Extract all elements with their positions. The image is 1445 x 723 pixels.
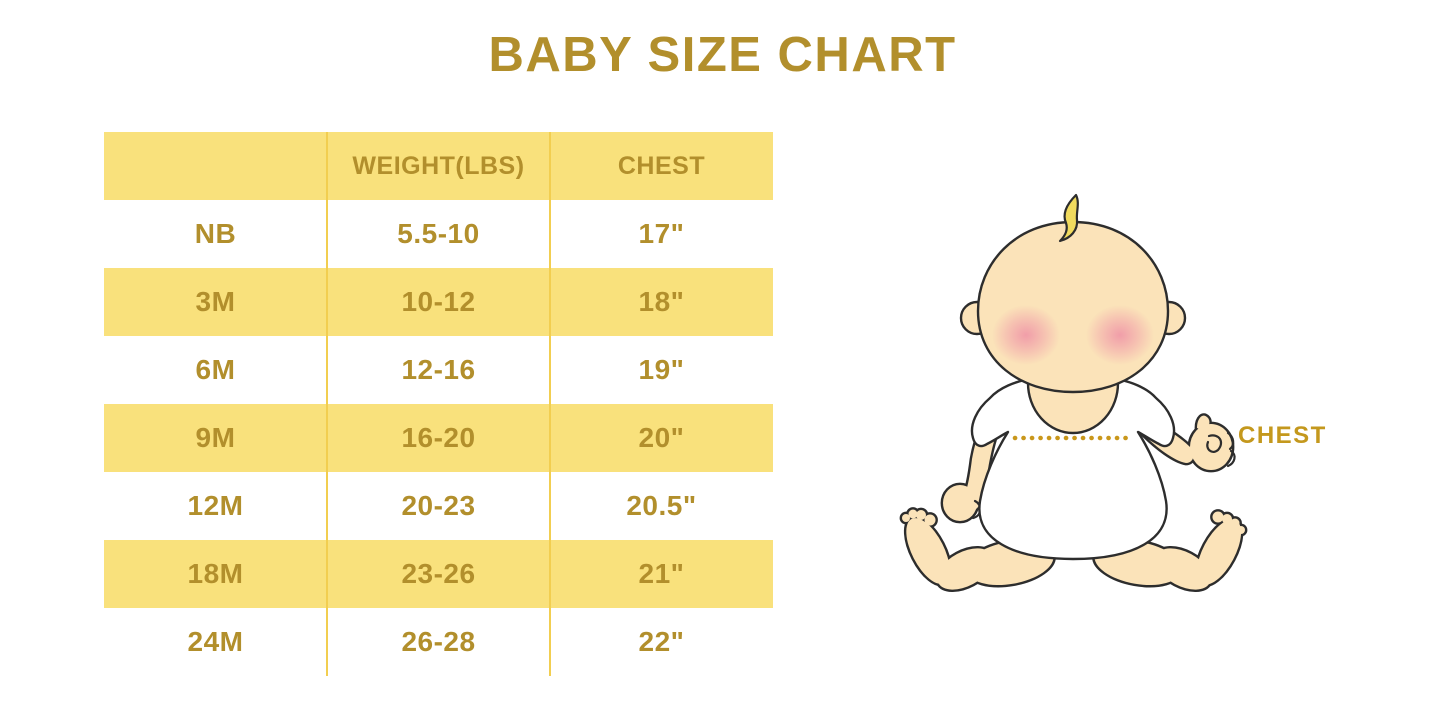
cell-chest: 19" — [638, 354, 685, 385]
cell-size: 18M — [187, 558, 244, 589]
column-separator — [326, 132, 328, 676]
baby-body — [970, 374, 1176, 561]
cell-weight: 5.5-10 — [397, 218, 480, 249]
table-row: NB 5.5-10 17" — [104, 200, 773, 268]
table-row: 18M 23-26 21" — [104, 540, 773, 608]
cell-weight: 16-20 — [401, 422, 476, 453]
chest-label: CHEST — [1238, 422, 1327, 449]
cell-weight: 10-12 — [401, 286, 476, 317]
table-row: 12M 20-23 20.5" — [104, 472, 773, 540]
table-row: 3M 10-12 18" — [104, 268, 773, 336]
size-chart-table: WEIGHT(LBS) CHEST NB 5.5-10 17" 3M 10-12… — [104, 132, 773, 676]
cell-chest: 20.5" — [626, 490, 697, 521]
baby-hair — [1058, 193, 1079, 243]
table-row: 6M 12-16 19" — [104, 336, 773, 404]
baby-right-arm — [1136, 415, 1236, 470]
cell-chest: 17" — [638, 218, 685, 249]
baby-illustration — [880, 185, 1250, 625]
cell-chest: 20" — [638, 422, 685, 453]
cell-chest: 21" — [638, 558, 685, 589]
baby-illustration-svg — [880, 193, 1250, 625]
header-cell-chest: CHEST — [617, 152, 706, 180]
table-header-row: WEIGHT(LBS) CHEST — [104, 132, 773, 200]
table-row: 9M 16-20 20" — [104, 404, 773, 472]
page-title: BABY SIZE CHART — [488, 28, 957, 82]
table-row: 24M 26-28 22" — [104, 608, 773, 676]
cell-chest: 18" — [638, 286, 685, 317]
cell-chest: 22" — [638, 626, 685, 657]
cell-weight: 23-26 — [401, 558, 476, 589]
cell-size: NB — [194, 218, 237, 249]
cell-size: 6M — [195, 354, 236, 385]
column-separator — [549, 132, 551, 676]
header-cell-weight: WEIGHT(LBS) — [352, 152, 525, 180]
header-cell-size — [104, 132, 327, 200]
cell-weight: 20-23 — [401, 490, 476, 521]
cell-size: 12M — [187, 490, 244, 521]
cell-weight: 26-28 — [401, 626, 476, 657]
cell-weight: 12-16 — [401, 354, 476, 385]
cell-size: 9M — [195, 422, 236, 453]
baby-head — [976, 220, 1170, 394]
cell-size: 3M — [195, 286, 236, 317]
baby-blush — [992, 305, 1154, 365]
cell-size: 24M — [187, 626, 244, 657]
